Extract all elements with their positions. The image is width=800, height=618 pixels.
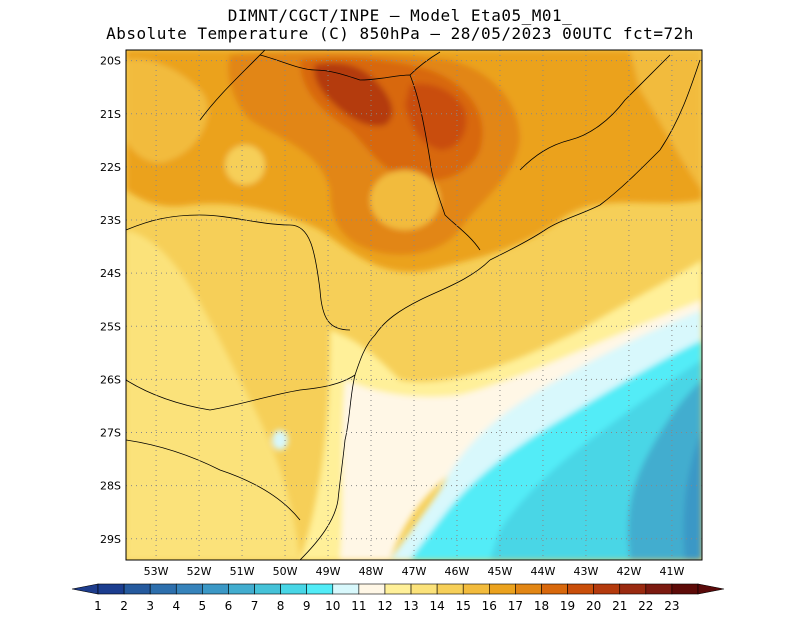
colorbar-box-8 (280, 583, 307, 595)
colorbar-label-16: 16 (482, 599, 497, 613)
colorbar-right-arrow (697, 583, 725, 595)
longitude-labels: 53W 52W 51W 50W 49W 48W 47W 46W 45W 44W 43W 42W 41W (144, 565, 685, 578)
state-border-pr (126, 214, 351, 331)
colorbar-box-9 (306, 583, 334, 595)
field-13-west (126, 230, 300, 560)
colorbar-box-14 (436, 583, 464, 595)
lon-label-53W: 53W (144, 565, 169, 578)
colorbar-label-22: 22 (638, 599, 653, 613)
lon-label-42W: 42W (616, 565, 641, 578)
colorbar-box-7 (254, 583, 281, 595)
chart-title-line-2: Absolute Temperature (C) 850hPa – 28/05/… (106, 24, 694, 43)
colorbar-label-6: 6 (225, 599, 233, 613)
colorbar-label-3: 3 (146, 599, 154, 613)
colorbar-box-22 (645, 583, 673, 595)
colorbar-label-21: 21 (612, 599, 627, 613)
colorbar-box-3 (149, 583, 177, 595)
colorbar-label-5: 5 (199, 599, 207, 613)
colorbar-box-15 (462, 583, 490, 595)
colorbar-label-7: 7 (251, 599, 259, 613)
colorbar-box-11 (358, 583, 386, 595)
colorbar-label-14: 14 (429, 599, 444, 613)
lon-label-50W: 50W (273, 565, 298, 578)
colorbar-label-1: 1 (94, 599, 102, 613)
colorbar-labels: 1 2 3 4 5 6 7 8 9 10 11 12 13 14 15 16 17 18 19 20 21 22 23 (94, 599, 679, 613)
colorbar-label-18: 18 (534, 599, 549, 613)
colorbar-box-4 (175, 583, 203, 595)
colorbar-box-6 (228, 583, 255, 595)
colorbar-label-4: 4 (172, 599, 180, 613)
colorbar-label-23: 23 (664, 599, 679, 613)
lon-label-52W: 52W (187, 565, 212, 578)
coastline-and-borders (126, 50, 701, 560)
colorbar-box-21 (619, 583, 647, 595)
lon-label-48W: 48W (359, 565, 384, 578)
lon-label-47W: 47W (402, 565, 427, 578)
colorbar-box-18 (541, 583, 568, 595)
colorbar-box-10 (332, 583, 360, 595)
colorbar-box-17 (515, 583, 542, 595)
lon-label-43W: 43W (574, 565, 599, 578)
colorbar-box-19 (567, 583, 594, 595)
lat-label-26S: 26S (100, 373, 121, 386)
state-border-mg (259, 54, 481, 251)
colorbar-label-17: 17 (508, 599, 523, 613)
colorbar-label-10: 10 (325, 599, 340, 613)
colorbar-left-arrow (71, 583, 99, 595)
colorbar-label-19: 19 (560, 599, 575, 613)
lat-lon-grid (126, 50, 702, 560)
lat-label-28S: 28S (100, 480, 121, 493)
lat-label-23S: 23S (100, 214, 121, 227)
colorbar-label-13: 13 (403, 599, 418, 613)
lon-label-45W: 45W (488, 565, 513, 578)
lon-label-44W: 44W (531, 565, 556, 578)
lon-label-49W: 49W (316, 565, 341, 578)
colorbar-box-2 (123, 583, 151, 595)
colorbar-label-20: 20 (586, 599, 601, 613)
colorbar-label-2: 2 (120, 599, 128, 613)
colorbar-box-12 (384, 583, 412, 595)
lat-label-29S: 29S (100, 533, 121, 546)
colorbar-box-5 (202, 583, 229, 595)
lat-label-20S: 20S (100, 55, 121, 68)
lat-label-21S: 21S (100, 108, 121, 121)
colorbar-box-23 (671, 583, 699, 595)
map-frame (125, 49, 703, 561)
colorbar-box-16 (489, 583, 516, 595)
lon-label-51W: 51W (230, 565, 255, 578)
colorbar-label-11: 11 (351, 599, 366, 613)
colorbar-boxes (71, 583, 725, 595)
colorbar-box-1 (97, 583, 125, 595)
lat-label-25S: 25S (100, 320, 121, 333)
colorbar-label-8: 8 (277, 599, 285, 613)
colorbar-box-20 (593, 583, 621, 595)
field-7 (628, 380, 702, 560)
colorbar-label-9: 9 (303, 599, 311, 613)
colorbar-label-15: 15 (456, 599, 471, 613)
state-border-sc (126, 374, 356, 411)
lat-label-27S: 27S (100, 427, 121, 440)
colorbar-label-12: 12 (377, 599, 392, 613)
latitude-labels: 20S 21S 22S 23S 24S 25S 26S 27S 28S 29S (100, 55, 121, 546)
lat-label-22S: 22S (100, 161, 121, 174)
lat-label-24S: 24S (100, 267, 121, 280)
lon-label-46W: 46W (445, 565, 470, 578)
colorbar-box-13 (410, 583, 438, 595)
chart-title-line-1: DIMNT/CGCT/INPE – Model Eta05_M01_ (227, 6, 573, 25)
lon-label-41W: 41W (659, 565, 684, 578)
